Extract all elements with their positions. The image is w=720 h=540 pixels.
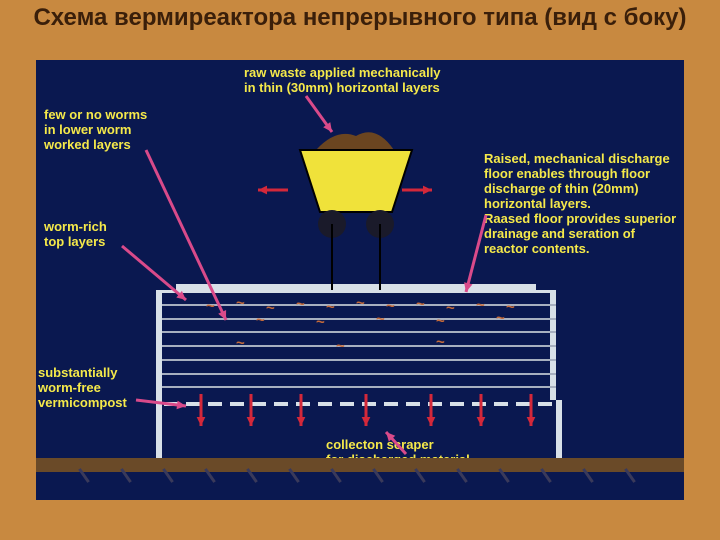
worm-icon: ~ bbox=[326, 299, 335, 316]
worm-icon: ~ bbox=[436, 334, 445, 351]
arrow-vermicompost bbox=[126, 390, 196, 416]
reactor-leg bbox=[556, 400, 562, 458]
worm-icon: ~ bbox=[506, 299, 515, 316]
reactor-floor-dash bbox=[318, 402, 332, 406]
worm-icon: ~ bbox=[296, 296, 305, 313]
arrow-scraper bbox=[376, 422, 416, 464]
worm-icon: ~ bbox=[446, 300, 455, 317]
worm-icon: ~ bbox=[496, 310, 505, 327]
arrow-discharge-down bbox=[471, 384, 491, 436]
reactor-floor-dash bbox=[406, 402, 420, 406]
label-discharge: Raised, mechanical discharge floor enabl… bbox=[484, 152, 682, 257]
reactor-layer-line bbox=[162, 331, 556, 333]
ground bbox=[36, 458, 684, 472]
arrow-discharge-down bbox=[191, 384, 211, 436]
reactor-floor-dash bbox=[340, 402, 354, 406]
reactor-layer-line bbox=[162, 359, 556, 361]
worm-icon: ~ bbox=[386, 298, 395, 315]
worm-icon: ~ bbox=[256, 312, 265, 329]
arrow-discharge-down bbox=[521, 384, 541, 436]
page-title: Схема вермиреактора непрерывного типа (в… bbox=[20, 4, 700, 32]
label-raw_waste: raw waste applied mechanically in thin (… bbox=[244, 66, 544, 96]
worm-icon: ~ bbox=[416, 296, 425, 313]
worm-icon: ~ bbox=[266, 300, 275, 317]
reactor-floor-dash bbox=[494, 402, 508, 406]
worm-icon: ~ bbox=[316, 314, 325, 331]
worm-icon: ~ bbox=[436, 313, 445, 330]
arrow-discharge-down bbox=[356, 384, 376, 436]
worm-icon: ~ bbox=[236, 335, 245, 352]
worm-icon: ~ bbox=[236, 295, 245, 312]
worm-icon: ~ bbox=[356, 295, 365, 312]
diagram-container: raw waste applied mechanically in thin (… bbox=[36, 60, 684, 500]
reactor-layer-line bbox=[162, 345, 556, 347]
arrow-worm-rich bbox=[112, 236, 196, 310]
worm-icon: ~ bbox=[376, 311, 385, 328]
arrow-cart-left bbox=[248, 180, 298, 200]
arrow-discharge-down bbox=[421, 384, 441, 436]
arrow-raw-waste bbox=[296, 86, 342, 142]
reactor-floor-dash bbox=[384, 402, 398, 406]
reactor-floor-dash bbox=[450, 402, 464, 406]
arrow-discharge bbox=[456, 205, 496, 302]
worm-icon: ~ bbox=[336, 338, 345, 355]
arrow-discharge-down bbox=[241, 384, 261, 436]
reactor-layer-line bbox=[162, 373, 556, 375]
arrow-discharge-down bbox=[291, 384, 311, 436]
reactor-floor-dash bbox=[274, 402, 288, 406]
arrow-cart-right bbox=[392, 180, 442, 200]
